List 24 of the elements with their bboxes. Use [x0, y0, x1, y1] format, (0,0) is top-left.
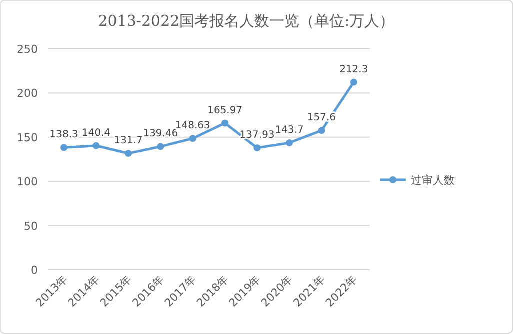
point: [222, 120, 229, 127]
data-label: 212.3: [340, 64, 368, 76]
data-label: 143.7: [275, 124, 304, 136]
point: [125, 150, 132, 158]
y-tick-label: 200: [17, 87, 38, 100]
data-label: 140.4: [82, 128, 111, 139]
point: [60, 144, 68, 152]
point: [157, 143, 164, 150]
y-tick-label: 0: [31, 264, 38, 277]
point: [350, 78, 358, 86]
point: [318, 127, 326, 134]
data-label: 138.3: [50, 130, 78, 141]
point: [189, 135, 196, 142]
point: [286, 139, 293, 146]
legend-label: 过审人数: [411, 174, 455, 187]
data-label: 131.7: [114, 136, 143, 147]
y-tick-label: 50: [24, 220, 38, 233]
point: [254, 144, 261, 152]
y-tick-label: 250: [17, 43, 38, 56]
data-label: 165.97: [208, 105, 243, 116]
point: [92, 142, 100, 150]
y-tick-label: 150: [17, 131, 38, 144]
y-tick-label: 100: [17, 176, 38, 189]
chart-title: 2013-2022国考报名人数一览（单位:万人）: [98, 12, 395, 30]
